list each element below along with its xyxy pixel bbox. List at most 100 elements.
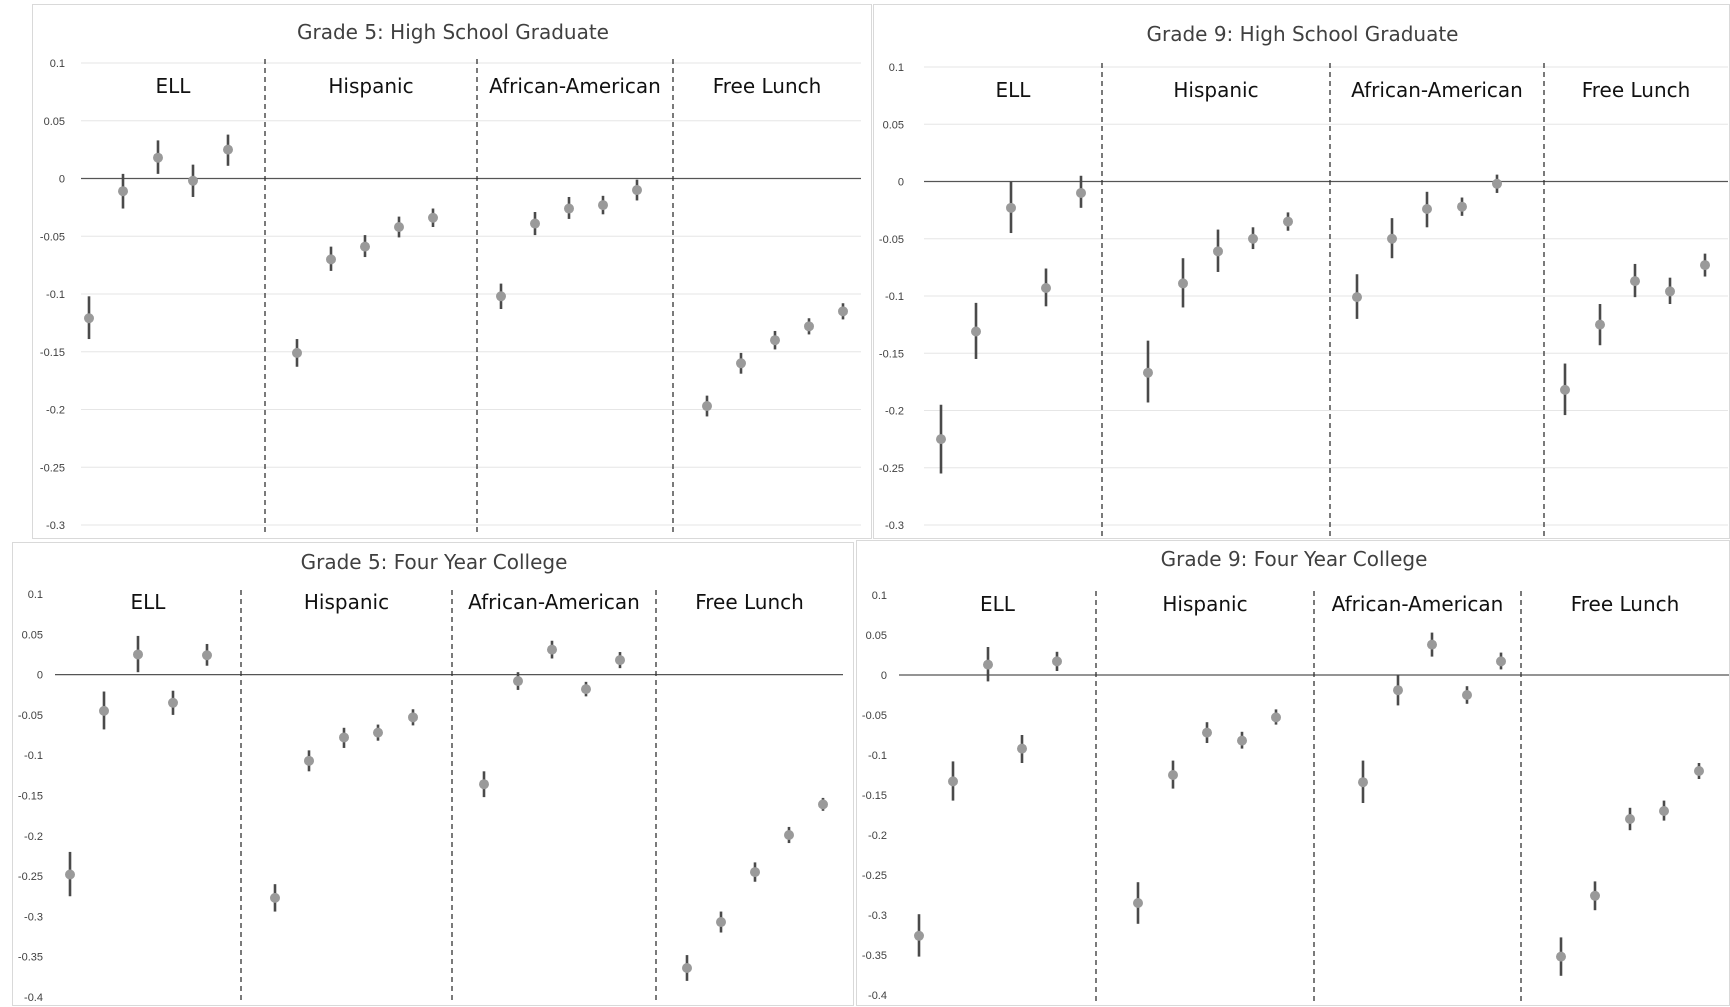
data-point: [682, 962, 692, 973]
y-tick-label: 0.1: [872, 590, 887, 602]
data-point: [598, 200, 608, 211]
data-point: [1556, 951, 1566, 962]
y-tick-label: -0.35: [862, 950, 887, 962]
data-point: [339, 732, 349, 743]
data-point: [784, 829, 794, 840]
data-point: [1659, 806, 1669, 816]
data-point: [564, 203, 574, 214]
y-tick-label: -0.2: [24, 831, 43, 843]
data-point: [1133, 898, 1143, 908]
data-point: [65, 869, 75, 880]
y-tick-label: 0: [881, 670, 887, 682]
data-point: [428, 212, 438, 223]
data-point: [736, 358, 746, 369]
group-label: Hispanic: [328, 74, 413, 98]
y-tick-label: -0.05: [18, 710, 43, 722]
y-tick-label: -0.1: [24, 750, 43, 762]
y-tick-label: -0.1: [885, 291, 904, 303]
group-label: African-American: [1351, 78, 1523, 102]
y-tick-label: -0.3: [24, 911, 43, 923]
data-point: [770, 335, 780, 346]
data-point: [581, 684, 591, 695]
y-tick-label: -0.1: [868, 750, 887, 762]
data-point: [1052, 656, 1062, 667]
data-point: [360, 241, 370, 252]
y-tick-label: -0.3: [868, 910, 887, 922]
y-tick-label: -0.25: [862, 870, 887, 882]
data-point: [716, 917, 726, 928]
data-point: [292, 347, 302, 358]
data-point: [948, 776, 958, 787]
group-label: ELL: [980, 592, 1016, 616]
chart-svg: Grade 9: Four Year College 0.1 0.05 0 -0.05 -…: [862, 547, 1729, 1003]
data-point: [202, 650, 212, 661]
data-point: [326, 254, 336, 265]
data-point: [304, 755, 314, 766]
data-point: [1630, 276, 1640, 287]
data-point: [1422, 203, 1432, 214]
data-point: [99, 705, 109, 716]
data-point: [1462, 690, 1472, 700]
data-point: [118, 186, 128, 197]
data-point: [1665, 286, 1675, 297]
data-point: [971, 326, 981, 337]
y-tick-label: 0: [37, 670, 43, 682]
data-point: [408, 712, 418, 723]
y-tick-label: -0.05: [862, 710, 887, 722]
y-tick-label: 0.05: [866, 630, 887, 642]
data-point: [270, 892, 280, 903]
data-point: [1387, 233, 1397, 244]
y-tick-label: 0.1: [889, 62, 904, 74]
y-tick-label: -0.2: [46, 405, 65, 417]
data-point: [983, 659, 993, 670]
data-point: [547, 644, 557, 655]
group-label: African-American: [468, 590, 640, 614]
y-tick-label: -0.15: [862, 790, 887, 802]
data-point: [1457, 201, 1467, 212]
data-point: [1237, 735, 1247, 746]
y-tick-label: -0.3: [46, 520, 65, 532]
y-tick-label: -0.15: [18, 791, 43, 803]
data-point: [1492, 178, 1502, 189]
data-point: [838, 306, 848, 317]
data-point: [1143, 367, 1153, 378]
group-label: Hispanic: [1173, 78, 1258, 102]
data-point: [1178, 278, 1188, 289]
data-point: [1393, 685, 1403, 696]
group-label: ELL: [996, 78, 1032, 102]
data-point: [84, 313, 94, 324]
y-tick-label: -0.1: [46, 289, 65, 301]
group-label: ELL: [131, 590, 167, 614]
chart-panel-grade9-college: Grade 9: Four Year College 0.1 0.05 0 -0.05 -…: [856, 540, 1730, 1006]
y-tick-label: -0.15: [40, 347, 65, 359]
y-tick-label: -0.3: [885, 520, 904, 532]
y-tick-label: 0.1: [28, 589, 43, 601]
data-point: [496, 291, 506, 302]
y-tick-label: -0.05: [40, 231, 65, 243]
data-point: [702, 401, 712, 412]
y-tick-label: 0: [59, 174, 65, 186]
data-point: [750, 867, 760, 878]
chart-svg: Grade 5: High School Graduate 0.1 0.05 0 -0.…: [40, 20, 861, 536]
group-label: Hispanic: [1162, 592, 1247, 616]
y-tick-label: -0.25: [18, 871, 43, 883]
y-tick-label: 0.05: [883, 119, 904, 131]
data-point: [1283, 216, 1293, 227]
data-point: [394, 222, 404, 233]
data-point: [1006, 202, 1016, 213]
data-point: [1017, 743, 1027, 754]
y-tick-label: 0.05: [22, 629, 43, 641]
data-point: [1271, 712, 1281, 723]
data-point: [615, 655, 625, 666]
data-point: [223, 144, 233, 155]
group-label: African-American: [1332, 592, 1504, 616]
chart-title: Grade 9: Four Year College: [1161, 547, 1428, 571]
chart-panel-grade5-college: Grade 5: Four Year College 0.1 0.05 0 -0.05 -…: [12, 542, 854, 1006]
y-tick-label: -0.05: [879, 234, 904, 246]
group-label: African-American: [489, 74, 661, 98]
data-point: [373, 727, 383, 738]
data-point: [1076, 187, 1086, 198]
y-tick-label: -0.2: [885, 406, 904, 418]
data-point: [1625, 814, 1635, 824]
y-tick-label: 0.05: [44, 116, 65, 128]
